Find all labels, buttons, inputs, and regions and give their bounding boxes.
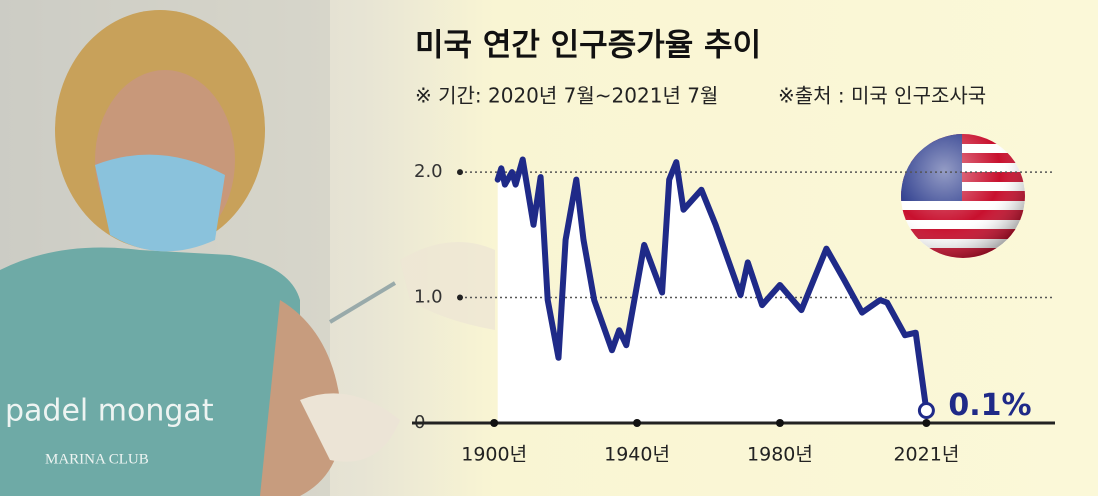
syringe bbox=[328, 281, 397, 324]
source: ※출처 : 미국 인구조사국 bbox=[778, 84, 986, 108]
shirt bbox=[0, 247, 300, 496]
shirt-text: padel mongat bbox=[5, 394, 214, 429]
x-tick-label: 2021년 bbox=[893, 444, 959, 466]
point bbox=[917, 401, 935, 419]
y-tick-label: 2.0 bbox=[414, 161, 443, 182]
grid-dot bbox=[457, 294, 463, 301]
x-tick bbox=[490, 419, 499, 427]
data-label: 0.1% bbox=[948, 388, 1031, 423]
y-tick-label: 1.0 bbox=[414, 287, 443, 308]
shirt-subtext: MARINA CLUB bbox=[45, 451, 149, 467]
arm bbox=[260, 300, 342, 496]
flag-shade bbox=[901, 134, 1025, 258]
subtitle: ※ 기간: 2020년 7월~2021년 7월 bbox=[415, 84, 718, 108]
flag bbox=[901, 134, 1025, 258]
chart-title: 미국 연간 인구증가율 추이 bbox=[415, 28, 761, 64]
x-tick bbox=[775, 419, 784, 427]
x-tick bbox=[922, 419, 931, 427]
x-tick bbox=[633, 419, 642, 427]
line bbox=[494, 156, 930, 414]
x-tick-label: 1980년 bbox=[747, 444, 813, 466]
grid-dot bbox=[457, 169, 463, 176]
area bbox=[497, 147, 927, 423]
glove bbox=[400, 242, 495, 330]
x-tick-label: 1900년 bbox=[461, 444, 527, 466]
glove bbox=[300, 393, 400, 462]
photo: padel mongat MARINA CLUB bbox=[0, 0, 495, 496]
mask bbox=[95, 154, 225, 252]
x-tick-label: 1940년 bbox=[604, 444, 670, 466]
